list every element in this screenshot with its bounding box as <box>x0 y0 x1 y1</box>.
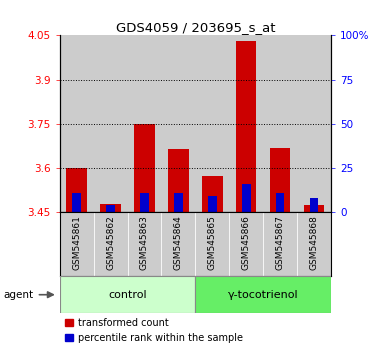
Title: GDS4059 / 203695_s_at: GDS4059 / 203695_s_at <box>116 21 275 34</box>
Bar <box>134 124 155 212</box>
Bar <box>67 168 87 212</box>
Bar <box>72 193 81 212</box>
Bar <box>229 35 263 212</box>
Bar <box>263 35 297 212</box>
Text: γ-tocotrienol: γ-tocotrienol <box>228 290 298 300</box>
Bar <box>195 276 331 313</box>
Bar <box>304 205 324 212</box>
Bar <box>270 148 290 212</box>
Bar <box>208 196 217 212</box>
Text: GSM545867: GSM545867 <box>276 216 285 270</box>
Bar <box>140 193 149 212</box>
Text: control: control <box>108 290 147 300</box>
Bar <box>202 176 223 212</box>
Bar <box>229 212 263 276</box>
Bar <box>174 193 182 212</box>
Bar <box>195 35 229 212</box>
Bar <box>106 205 115 212</box>
Bar <box>94 35 127 212</box>
Text: GSM545862: GSM545862 <box>106 216 115 270</box>
Bar <box>242 184 251 212</box>
Bar <box>100 204 121 212</box>
Bar <box>168 149 189 212</box>
Text: GSM545866: GSM545866 <box>242 216 251 270</box>
Text: GSM545868: GSM545868 <box>310 216 319 270</box>
Bar <box>60 276 195 313</box>
Text: GSM545863: GSM545863 <box>140 216 149 270</box>
Text: GSM545865: GSM545865 <box>208 216 217 270</box>
Bar <box>94 212 127 276</box>
Bar <box>127 35 161 212</box>
Text: GSM545861: GSM545861 <box>72 216 81 270</box>
Bar <box>161 35 195 212</box>
Text: agent: agent <box>4 290 34 300</box>
Text: GSM545864: GSM545864 <box>174 216 183 270</box>
Bar <box>127 212 161 276</box>
Bar <box>276 193 285 212</box>
Bar <box>236 41 256 212</box>
Bar <box>60 35 94 212</box>
Bar <box>263 212 297 276</box>
Bar <box>297 35 331 212</box>
Bar <box>310 198 318 212</box>
Bar <box>161 212 195 276</box>
Legend: transformed count, percentile rank within the sample: transformed count, percentile rank withi… <box>65 318 243 343</box>
Bar <box>60 212 94 276</box>
Bar <box>297 212 331 276</box>
Bar <box>195 212 229 276</box>
